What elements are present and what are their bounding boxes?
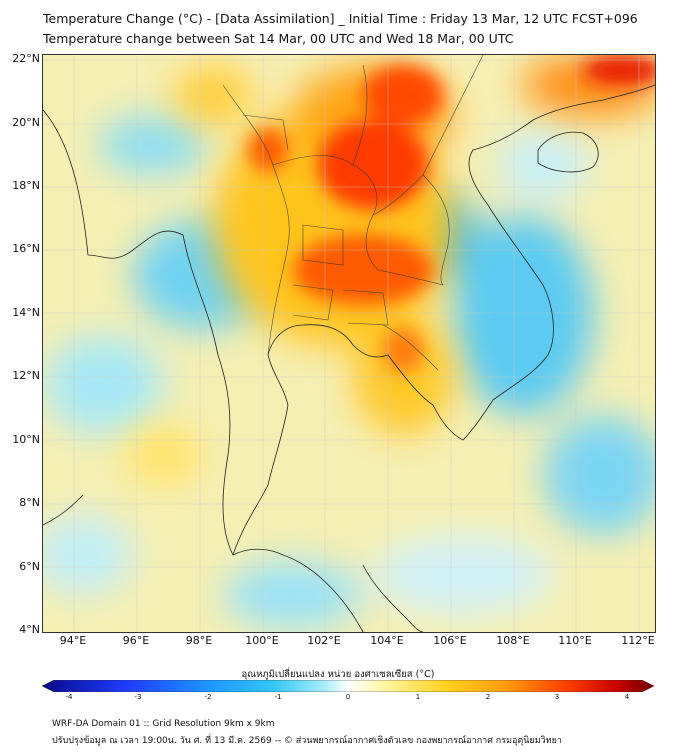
lat-label-10n: 10°N (12, 433, 40, 446)
colorbar (42, 680, 654, 692)
lon-label-102e: 102°E (307, 634, 341, 647)
colorbar-tick: 3 (554, 693, 560, 701)
colorbar-tick: 1 (415, 693, 421, 701)
colorbar-ramp (42, 680, 654, 692)
lat-label-8n: 8°N (19, 496, 40, 509)
colorbar-tick: -2 (204, 693, 212, 701)
colorbar-title: อุณหภูมิเปลี่ยนแปลง หน่วย องศาเซลเซียส (… (241, 669, 435, 680)
lon-label-104e: 104°E (370, 634, 404, 647)
lon-label-112e: 112°E (621, 634, 655, 647)
lat-label-12n: 12°N (12, 369, 40, 382)
lon-label-106e: 106°E (433, 634, 467, 647)
footer-model-info: WRF-DA Domain 01 :: Grid Resolution 9km … (52, 719, 275, 729)
lon-label-98e: 98°E (185, 634, 213, 647)
colorbar-tick: 0 (345, 693, 351, 701)
lat-label-22n: 22°N (12, 52, 40, 65)
hot-cores (248, 56, 655, 372)
lat-label-4n: 4°N (19, 623, 40, 636)
map-canvas (43, 55, 655, 632)
map-title: Temperature Change (°C) - [Data Assimila… (43, 11, 638, 26)
graticule (43, 55, 655, 632)
temperature-change-map (42, 54, 656, 633)
map-subtitle: Temperature change between Sat 14 Mar, 0… (43, 31, 514, 46)
lon-label-110e: 110°E (558, 634, 592, 647)
lat-label-14n: 14°N (12, 306, 40, 319)
colorbar-tick: 2 (485, 693, 491, 701)
borders (222, 55, 484, 371)
coastlines (43, 84, 655, 632)
colorbar-tick: -4 (65, 693, 73, 701)
lat-label-20n: 20°N (12, 116, 40, 129)
colorbar-tick: -3 (134, 693, 142, 701)
lat-label-18n: 18°N (12, 179, 40, 192)
lat-label-16n: 16°N (12, 242, 40, 255)
lon-label-100e: 100°E (245, 634, 279, 647)
lat-label-6n: 6°N (19, 560, 40, 573)
colorbar-tick: 4 (624, 693, 630, 701)
lon-label-96e: 96°E (122, 634, 150, 647)
lon-label-108e: 108°E (496, 634, 530, 647)
footer-credit: ปรับปรุงข้อมูล ณ เวลา 19:00น. วัน ศ. ที่… (52, 736, 562, 746)
colorbar-tick: -1 (274, 693, 282, 701)
lon-label-94e: 94°E (59, 634, 87, 647)
